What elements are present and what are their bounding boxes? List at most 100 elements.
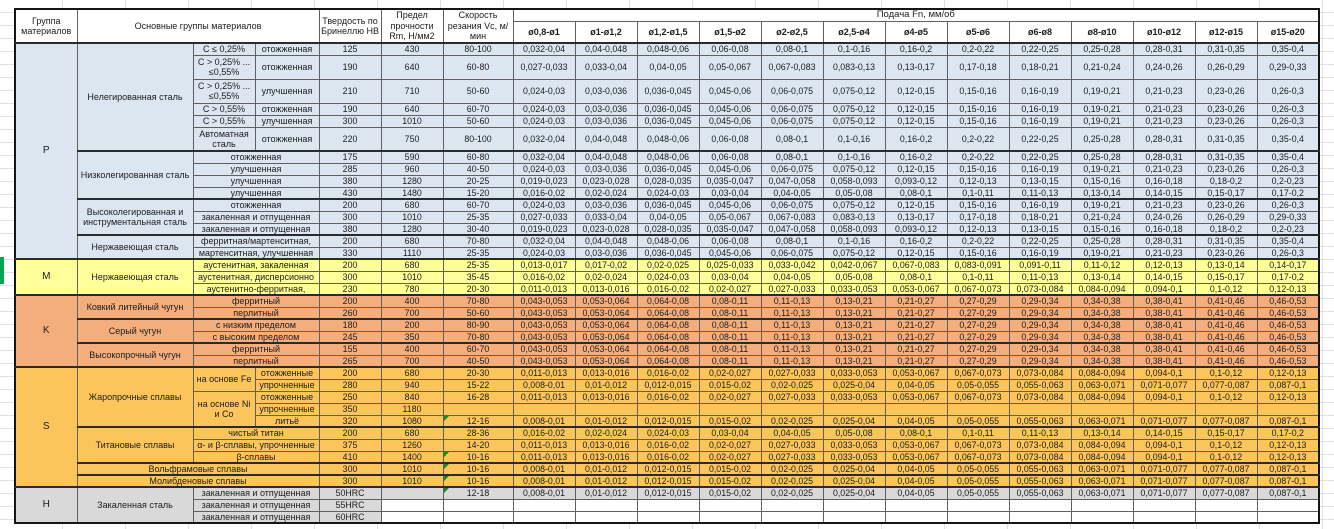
feed-cell[interactable]: 0,015-0,02 xyxy=(698,462,762,476)
feed-cell[interactable]: 0,013-0,016 xyxy=(574,282,638,296)
hardness-cell[interactable]: 155 xyxy=(318,342,382,356)
feed-cell[interactable]: 0,067-0,083 xyxy=(760,54,824,80)
feed-cell[interactable]: 0,071-0,077 xyxy=(1132,474,1196,488)
feed-cell[interactable]: 0,033-0,053 xyxy=(822,390,886,404)
feed-cell[interactable]: 0,08-0,1 xyxy=(884,426,948,440)
strength-cell[interactable]: 200 xyxy=(380,318,444,332)
feed-cell[interactable]: 0,22-0,25 xyxy=(1008,150,1072,164)
feed-cell[interactable]: 0,1-0,16 xyxy=(822,150,886,164)
feed-cell[interactable]: 0,043-0,053 xyxy=(512,330,576,344)
feed-cell[interactable]: 0,027-0,033 xyxy=(760,366,824,380)
feed-cell[interactable] xyxy=(574,402,638,416)
feed-cell[interactable]: 0,15-0,16 xyxy=(946,162,1010,176)
feed-cell[interactable]: 0,08-0,1 xyxy=(760,150,824,164)
feed-cell[interactable]: 0,1-0,16 xyxy=(822,42,886,56)
feed-cell[interactable]: 0,045-0,06 xyxy=(698,114,762,128)
hardness-cell[interactable]: 380 xyxy=(318,174,382,188)
speed-cell[interactable]: 50-60 xyxy=(442,78,514,104)
feed-cell[interactable]: 0,032-0,04 xyxy=(512,234,576,248)
feed-cell[interactable]: 0,35-0,4 xyxy=(1256,234,1320,248)
feed-cell[interactable]: 0,016-0,02 xyxy=(512,426,576,440)
hardness-cell[interactable]: 200 xyxy=(318,426,382,440)
feed-cell[interactable]: 0,06-0,08 xyxy=(698,150,762,164)
feed-cell[interactable]: 0,21-0,23 xyxy=(1132,114,1196,128)
feed-cell[interactable]: 0,13-0,21 xyxy=(822,318,886,332)
feed-cell[interactable]: 0,053-0,067 xyxy=(884,450,948,464)
feed-cell[interactable]: 0,043-0,053 xyxy=(512,318,576,332)
feed-cell[interactable]: 0,02-0,027 xyxy=(698,438,762,452)
feed-cell[interactable]: 0,013-0,016 xyxy=(574,438,638,452)
feed-cell[interactable]: 0,03-0,036 xyxy=(574,246,638,260)
feed-cell[interactable]: 0,083-0,091 xyxy=(946,258,1010,272)
material-group-letter[interactable]: H xyxy=(14,486,78,524)
feed-cell[interactable] xyxy=(636,498,700,512)
feed-cell[interactable]: 0,04-0,05 xyxy=(884,486,948,500)
feed-cell[interactable]: 0,04-0,048 xyxy=(574,126,638,152)
feed-cell[interactable]: 0,34-0,38 xyxy=(1070,306,1134,320)
strength-cell[interactable]: 1280 xyxy=(380,222,444,236)
feed-cell[interactable] xyxy=(946,510,1010,524)
feed-cell[interactable]: 0,13-0,15 xyxy=(1008,174,1072,188)
feed-cell[interactable]: 0,02-0,025 xyxy=(760,474,824,488)
feed-cell[interactable]: 0,11-0,13 xyxy=(760,318,824,332)
feed-cell[interactable]: 0,024-0,03 xyxy=(636,270,700,284)
material-subgroup[interactable]: литьё xyxy=(254,414,320,428)
speed-cell[interactable]: 60-70 xyxy=(442,198,514,212)
feed-cell[interactable]: 0,26-0,3 xyxy=(1256,78,1320,104)
feed-cell[interactable]: 0,027-0,033 xyxy=(512,54,576,80)
feed-cell[interactable]: 0,015-0,02 xyxy=(698,414,762,428)
feed-cell[interactable]: 0,033-0,053 xyxy=(822,438,886,452)
feed-cell[interactable]: 0,016-0,02 xyxy=(636,282,700,296)
feed-cell[interactable]: 0,05-0,067 xyxy=(698,54,762,80)
feed-cell[interactable]: 0,35-0,4 xyxy=(1256,126,1320,152)
strength-cell[interactable] xyxy=(380,510,444,524)
material-subgroup[interactable]: C > 0,25% ... ≤0,55% xyxy=(192,78,256,104)
feed-cell[interactable] xyxy=(1070,402,1134,416)
feed-cell[interactable]: 0,064-0,08 xyxy=(636,294,700,308)
speed-cell[interactable] xyxy=(442,510,514,524)
feed-cell[interactable]: 0,013-0,016 xyxy=(574,450,638,464)
feed-cell[interactable]: 0,29-0,34 xyxy=(1008,330,1072,344)
feed-cell[interactable] xyxy=(1132,510,1196,524)
feed-cell[interactable]: 0,024-0,03 xyxy=(512,102,576,116)
feed-cell[interactable]: 0,21-0,27 xyxy=(884,294,948,308)
feed-cell[interactable]: 0,1-0,12 xyxy=(1194,390,1258,404)
strength-cell[interactable]: 960 xyxy=(380,162,444,176)
feed-cell[interactable]: 0,16-0,19 xyxy=(1008,114,1072,128)
hardness-cell[interactable]: 320 xyxy=(318,414,382,428)
feed-cell[interactable]: 0,042-0,067 xyxy=(822,258,886,272)
feed-cell[interactable]: 0,067-0,083 xyxy=(884,258,948,272)
strength-cell[interactable]: 400 xyxy=(380,342,444,356)
feed-cell[interactable]: 0,067-0,073 xyxy=(946,282,1010,296)
feed-cell[interactable]: 0,036-0,045 xyxy=(636,114,700,128)
strength-cell[interactable]: 680 xyxy=(380,366,444,380)
feed-cell[interactable]: 0,19-0,21 xyxy=(1070,78,1134,104)
material-subgroup[interactable]: закаленная и отпущенная xyxy=(192,222,320,236)
feed-cell[interactable] xyxy=(1070,510,1134,524)
feed-cell[interactable]: 0,15-0,16 xyxy=(946,198,1010,212)
feed-cell[interactable]: 0,08-0,1 xyxy=(760,42,824,56)
feed-cell[interactable] xyxy=(1256,510,1320,524)
feed-cell[interactable]: 0,17-0,2 xyxy=(1256,270,1320,284)
speed-cell[interactable]: 10-16 xyxy=(442,462,514,476)
feed-cell[interactable]: 0,14-0,17 xyxy=(1256,258,1320,272)
speed-cell[interactable]: 60-80 xyxy=(442,150,514,164)
material-group-name[interactable]: Нелегированная сталь xyxy=(76,42,194,152)
feed-cell[interactable]: 0,02-0,025 xyxy=(760,378,824,392)
feed-cell[interactable]: 0,087-0,1 xyxy=(1256,486,1320,500)
feed-cell[interactable] xyxy=(1132,402,1196,416)
feed-cell[interactable]: 0,25-0,28 xyxy=(1070,126,1134,152)
feed-cell[interactable]: 0,025-0,04 xyxy=(822,378,886,392)
feed-cell[interactable]: 0,11-0,13 xyxy=(1008,186,1072,200)
feed-cell[interactable]: 0,093-0,12 xyxy=(884,222,948,236)
feed-cell[interactable]: 0,23-0,26 xyxy=(1194,114,1258,128)
feed-cell[interactable]: 0,41-0,46 xyxy=(1194,318,1258,332)
hardness-cell[interactable]: 200 xyxy=(318,294,382,308)
feed-cell[interactable]: 0,15-0,17 xyxy=(1194,426,1258,440)
feed-cell[interactable]: 0,08-0,11 xyxy=(698,306,762,320)
feed-cell[interactable]: 0,032-0,04 xyxy=(512,42,576,56)
feed-cell[interactable] xyxy=(698,510,762,524)
feed-cell[interactable]: 0,12-0,15 xyxy=(884,102,948,116)
feed-cell[interactable]: 0,06-0,075 xyxy=(760,78,824,104)
feed-cell[interactable]: 0,13-0,17 xyxy=(884,54,948,80)
